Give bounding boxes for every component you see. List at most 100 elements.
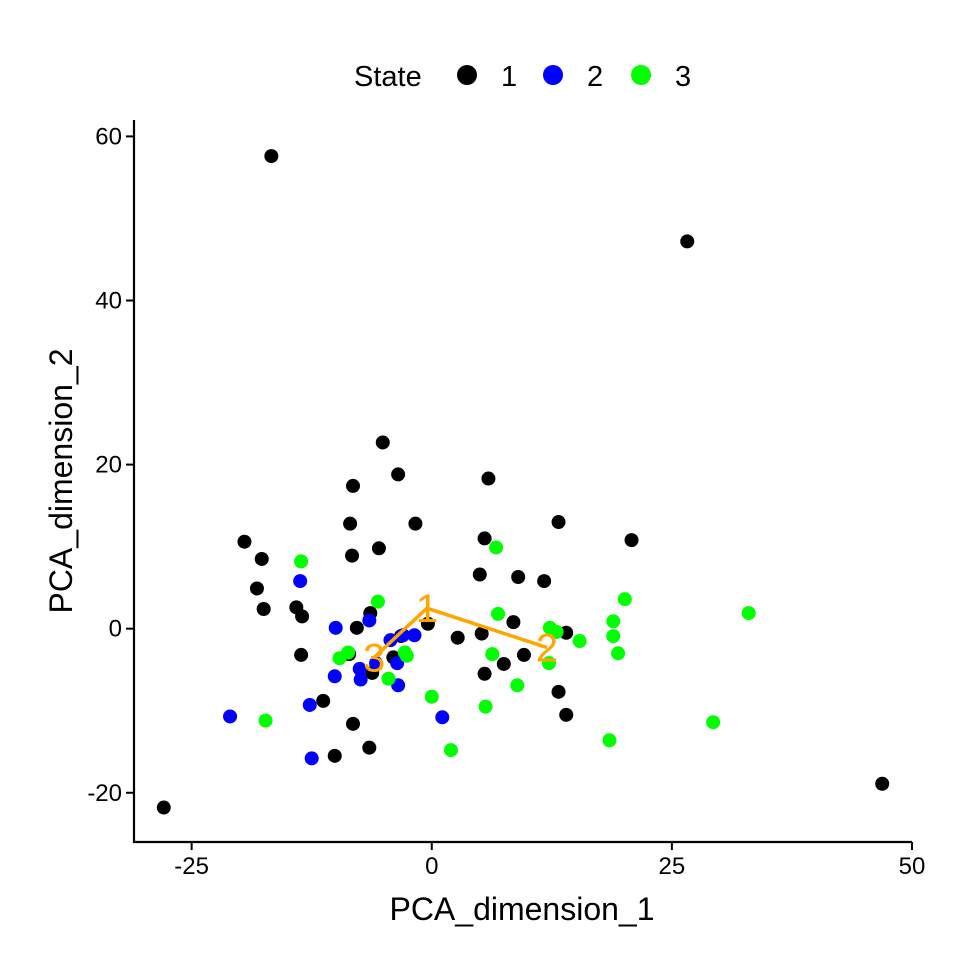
point-state-3 xyxy=(443,743,458,758)
point-state-3 xyxy=(258,713,273,728)
y-tick-label: 20 xyxy=(95,452,122,479)
point-state-2 xyxy=(223,709,238,724)
trajectory-label: 3 xyxy=(363,636,385,680)
point-state-3 xyxy=(397,645,412,660)
point-state-2 xyxy=(362,613,377,628)
point-state-3 xyxy=(510,678,525,693)
legend: State 1 2 3 xyxy=(354,61,691,93)
point-state-2 xyxy=(327,669,342,684)
point-state-3 xyxy=(294,554,309,569)
point-state-1 xyxy=(254,551,269,566)
point-state-2 xyxy=(293,574,308,589)
point-state-1 xyxy=(345,478,360,493)
point-state-1 xyxy=(420,616,435,631)
point-state-3 xyxy=(478,699,493,714)
point-state-3 xyxy=(602,733,617,748)
point-state-3 xyxy=(572,633,587,648)
point-state-1 xyxy=(156,800,171,815)
y-axis-title: PCA_dimension_2 xyxy=(43,348,79,613)
points-layer xyxy=(156,149,890,815)
point-state-1 xyxy=(345,548,360,563)
point-state-1 xyxy=(249,581,264,596)
x-tick-label: 25 xyxy=(659,853,686,880)
trajectory-label: 1 xyxy=(416,587,438,631)
point-state-1 xyxy=(477,666,492,681)
point-state-3 xyxy=(381,671,396,686)
point-state-1 xyxy=(375,435,390,450)
point-state-2 xyxy=(353,672,368,687)
point-state-1 xyxy=(680,234,695,249)
point-state-2 xyxy=(369,656,384,671)
point-state-1 xyxy=(391,467,406,482)
point-state-3 xyxy=(370,594,385,609)
x-tick-label: -25 xyxy=(174,853,209,880)
point-state-1 xyxy=(472,567,487,582)
legend-label-3: 3 xyxy=(675,61,691,93)
point-state-2 xyxy=(390,656,405,671)
point-state-1 xyxy=(256,601,271,616)
point-state-1 xyxy=(362,740,377,755)
point-state-1 xyxy=(327,748,342,763)
point-state-1 xyxy=(477,531,492,546)
point-state-2 xyxy=(304,751,319,766)
point-state-3 xyxy=(541,656,556,671)
point-state-1 xyxy=(264,149,279,164)
point-state-1 xyxy=(349,620,364,635)
point-state-1 xyxy=(496,656,511,671)
point-state-1 xyxy=(481,471,496,486)
point-state-3 xyxy=(489,540,504,555)
y-tick-label: 40 xyxy=(95,288,122,315)
legend-label-1: 1 xyxy=(501,61,517,93)
point-state-1 xyxy=(408,516,423,531)
point-state-3 xyxy=(617,592,632,607)
point-state-3 xyxy=(491,606,506,621)
point-state-2 xyxy=(302,697,317,712)
point-state-1 xyxy=(537,574,552,589)
point-state-2 xyxy=(407,628,422,643)
point-state-1 xyxy=(511,569,526,584)
point-state-1 xyxy=(875,776,890,791)
y-tick-label: 0 xyxy=(109,616,122,643)
legend-key-2 xyxy=(543,65,563,85)
point-state-1 xyxy=(624,533,639,548)
point-state-1 xyxy=(345,716,360,731)
y-tick-label: -20 xyxy=(87,780,122,807)
point-state-1 xyxy=(294,647,309,662)
x-tick-label: 50 xyxy=(899,853,926,880)
point-state-1 xyxy=(343,516,358,531)
trajectory-line xyxy=(372,606,548,659)
point-state-1 xyxy=(551,684,566,699)
point-state-1 xyxy=(295,609,310,624)
point-state-3 xyxy=(606,614,621,629)
legend-label-2: 2 xyxy=(587,61,603,93)
point-state-1 xyxy=(316,693,331,708)
point-state-3 xyxy=(611,646,626,661)
point-state-3 xyxy=(332,651,347,666)
point-state-1 xyxy=(516,647,531,662)
trajectory-layer: 1 2 3 xyxy=(363,587,558,680)
point-state-3 xyxy=(706,715,721,730)
x-axis-title: PCA_dimension_1 xyxy=(389,891,654,927)
axes: -25 0 25 50 -20 0 20 40 60 xyxy=(87,120,925,880)
x-tick-label: 0 xyxy=(425,853,438,880)
point-state-1 xyxy=(371,541,386,556)
point-state-2 xyxy=(435,710,450,725)
point-state-1 xyxy=(474,626,489,641)
legend-key-3 xyxy=(631,65,651,85)
point-state-3 xyxy=(741,606,756,621)
point-state-1 xyxy=(506,615,521,630)
point-state-2 xyxy=(352,661,367,676)
point-state-2 xyxy=(328,620,343,635)
point-state-3 xyxy=(549,624,564,639)
point-state-1 xyxy=(237,534,252,549)
point-state-1 xyxy=(559,707,574,722)
point-state-3 xyxy=(485,647,500,662)
legend-title: State xyxy=(354,61,422,93)
y-tick-label: 60 xyxy=(95,123,122,150)
legend-key-1 xyxy=(457,65,477,85)
point-state-3 xyxy=(606,629,621,644)
point-state-1 xyxy=(551,515,566,530)
point-state-3 xyxy=(424,689,439,704)
trajectory-label: 2 xyxy=(536,627,558,671)
